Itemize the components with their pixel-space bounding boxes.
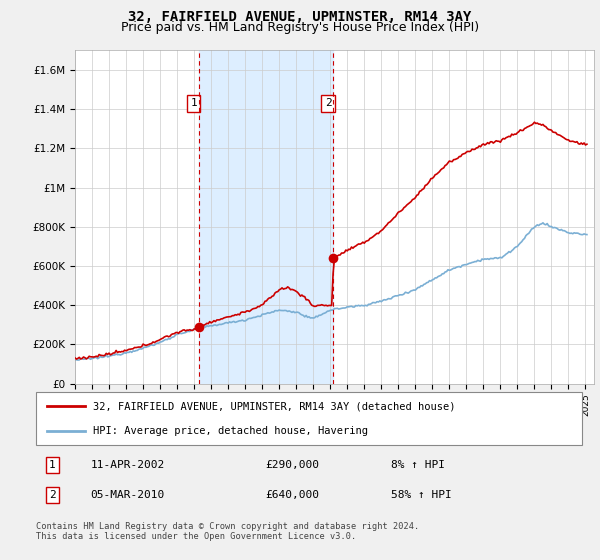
Text: Contains HM Land Registry data © Crown copyright and database right 2024.
This d: Contains HM Land Registry data © Crown c…: [36, 522, 419, 542]
Text: 1: 1: [49, 460, 56, 470]
Text: 2: 2: [325, 99, 331, 108]
Bar: [199, 50, 333, 384]
Text: 58% ↑ HPI: 58% ↑ HPI: [391, 490, 452, 500]
Text: 2: 2: [49, 490, 56, 500]
Text: £290,000: £290,000: [265, 460, 319, 470]
Text: £640,000: £640,000: [265, 490, 319, 500]
Text: 11-APR-2002: 11-APR-2002: [91, 460, 165, 470]
Text: 32, FAIRFIELD AVENUE, UPMINSTER, RM14 3AY (detached house): 32, FAIRFIELD AVENUE, UPMINSTER, RM14 3A…: [94, 402, 456, 412]
Text: HPI: Average price, detached house, Havering: HPI: Average price, detached house, Have…: [94, 426, 368, 436]
Text: 1: 1: [190, 99, 197, 108]
Text: Price paid vs. HM Land Registry's House Price Index (HPI): Price paid vs. HM Land Registry's House …: [121, 21, 479, 34]
Text: 8% ↑ HPI: 8% ↑ HPI: [391, 460, 445, 470]
Text: 32, FAIRFIELD AVENUE, UPMINSTER, RM14 3AY: 32, FAIRFIELD AVENUE, UPMINSTER, RM14 3A…: [128, 10, 472, 24]
Text: 05-MAR-2010: 05-MAR-2010: [91, 490, 165, 500]
